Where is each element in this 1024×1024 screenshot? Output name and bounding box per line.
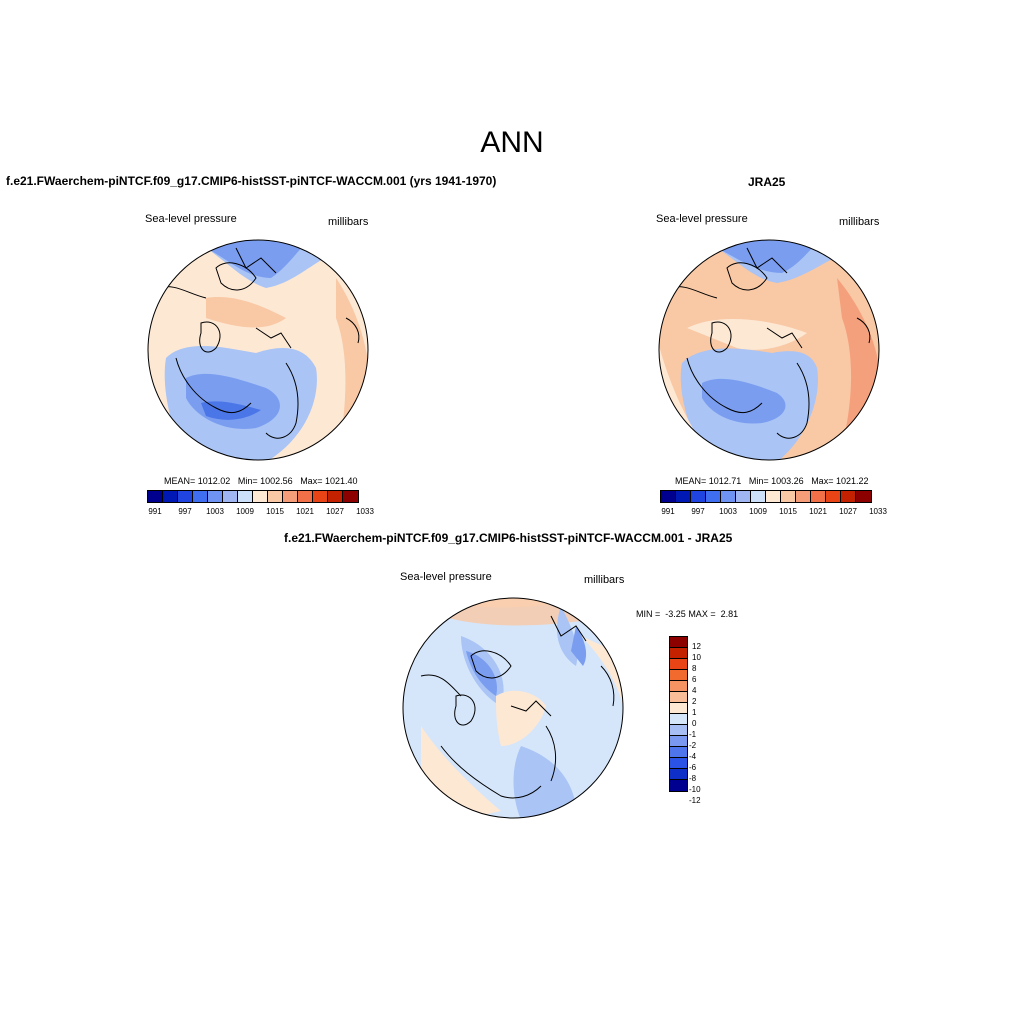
obs-colorbar <box>660 490 872 503</box>
colorbar-tick-label: 997 <box>691 507 705 516</box>
colorbar-swatch <box>328 491 343 502</box>
colorbar-swatch <box>661 491 676 502</box>
colorbar-swatch <box>298 491 313 502</box>
colorbar-swatch <box>826 491 841 502</box>
model-panel-title: f.e21.FWaerchem-piNTCF.f09_g17.CMIP6-his… <box>6 174 497 188</box>
colorbar-swatch <box>670 648 687 659</box>
colorbar-tick-label: -4 <box>689 752 697 761</box>
obs-stats: MEAN= 1012.71 Min= 1003.26 Max= 1021.22 <box>675 476 869 486</box>
obs-panel-title: JRA25 <box>748 175 786 189</box>
model-colorbar-ticks: 991 997 1003 1009 1015 1021 1027 1033 <box>147 507 374 519</box>
colorbar-swatch <box>670 703 687 714</box>
diff-units-label: millibars <box>584 574 625 586</box>
colorbar-swatch <box>313 491 328 502</box>
colorbar-tick-label: 1033 <box>356 507 374 516</box>
diff-variable-label: Sea-level pressure <box>400 571 492 583</box>
colorbar-swatch <box>193 491 208 502</box>
colorbar-swatch <box>670 681 687 692</box>
colorbar-swatch <box>751 491 766 502</box>
colorbar-swatch <box>670 659 687 670</box>
colorbar-tick-label: 1003 <box>206 507 224 516</box>
colorbar-swatch <box>238 491 253 502</box>
colorbar-swatch <box>796 491 811 502</box>
diff-colorbar-ticks: 12 10 8 6 4 2 1 0 -1 -2 -4 -6 -8 -10 -12 <box>689 636 722 816</box>
colorbar-tick-label: 1009 <box>749 507 767 516</box>
colorbar-swatch <box>670 714 687 725</box>
colorbar-swatch <box>223 491 238 502</box>
colorbar-swatch <box>670 692 687 703</box>
colorbar-tick-label: 8 <box>692 664 697 673</box>
colorbar-tick-label: 997 <box>178 507 192 516</box>
colorbar-swatch <box>676 491 691 502</box>
colorbar-tick-label: 1003 <box>719 507 737 516</box>
colorbar-swatch <box>856 491 871 502</box>
colorbar-swatch <box>343 491 358 502</box>
colorbar-swatch <box>670 736 687 747</box>
colorbar-tick-label: 991 <box>148 507 162 516</box>
colorbar-swatch <box>841 491 856 502</box>
colorbar-tick-label: 6 <box>692 675 697 684</box>
obs-variable-label: Sea-level pressure <box>656 213 748 225</box>
model-units-label: millibars <box>328 216 369 228</box>
colorbar-swatch <box>670 670 687 681</box>
colorbar-swatch <box>721 491 736 502</box>
colorbar-tick-label: 10 <box>692 653 701 662</box>
colorbar-tick-label: 12 <box>692 642 701 651</box>
colorbar-swatch <box>670 637 687 648</box>
model-variable-label: Sea-level pressure <box>145 213 237 225</box>
colorbar-tick-label: -2 <box>689 741 697 750</box>
colorbar-swatch <box>208 491 223 502</box>
model-colorbar <box>147 490 359 503</box>
colorbar-swatch <box>670 780 687 791</box>
colorbar-swatch <box>781 491 796 502</box>
colorbar-swatch <box>691 491 706 502</box>
model-polar-map <box>147 239 369 461</box>
colorbar-tick-label: 2 <box>692 697 697 706</box>
colorbar-swatch <box>766 491 781 502</box>
obs-polar-map <box>658 239 880 461</box>
colorbar-swatch <box>811 491 826 502</box>
colorbar-swatch <box>670 758 687 769</box>
colorbar-tick-label: -6 <box>689 763 697 772</box>
diff-colorbar <box>669 636 688 792</box>
colorbar-swatch <box>670 769 687 780</box>
diff-stats: MIN = -3.25 MAX = 2.81 <box>636 609 739 619</box>
diff-panel-title: f.e21.FWaerchem-piNTCF.f09_g17.CMIP6-his… <box>284 531 733 545</box>
colorbar-tick-label: -12 <box>689 796 701 805</box>
colorbar-tick-label: 1021 <box>296 507 314 516</box>
colorbar-tick-label: 1027 <box>839 507 857 516</box>
colorbar-tick-label: 1027 <box>326 507 344 516</box>
colorbar-tick-label: -1 <box>689 730 697 739</box>
colorbar-tick-label: 991 <box>661 507 675 516</box>
colorbar-tick-label: -8 <box>689 774 697 783</box>
model-stats: MEAN= 1012.02 Min= 1002.56 Max= 1021.40 <box>164 476 358 486</box>
colorbar-tick-label: 1033 <box>869 507 887 516</box>
colorbar-tick-label: 1015 <box>779 507 797 516</box>
colorbar-tick-label: 4 <box>692 686 697 695</box>
colorbar-tick-label: 1 <box>692 708 697 717</box>
colorbar-swatch <box>736 491 751 502</box>
colorbar-tick-label: 1021 <box>809 507 827 516</box>
colorbar-tick-label: 1015 <box>266 507 284 516</box>
colorbar-tick-label: -10 <box>689 785 701 794</box>
colorbar-swatch <box>268 491 283 502</box>
figure-title: ANN <box>480 126 544 159</box>
colorbar-tick-label: 1009 <box>236 507 254 516</box>
colorbar-swatch <box>148 491 163 502</box>
colorbar-swatch <box>163 491 178 502</box>
diff-polar-map <box>402 597 624 819</box>
colorbar-swatch <box>253 491 268 502</box>
colorbar-swatch <box>178 491 193 502</box>
obs-units-label: millibars <box>839 216 880 228</box>
colorbar-tick-label: 0 <box>692 719 697 728</box>
colorbar-swatch <box>283 491 298 502</box>
colorbar-swatch <box>706 491 721 502</box>
colorbar-swatch <box>670 747 687 758</box>
colorbar-swatch <box>670 725 687 736</box>
obs-colorbar-ticks: 991 997 1003 1009 1015 1021 1027 1033 <box>660 507 887 519</box>
